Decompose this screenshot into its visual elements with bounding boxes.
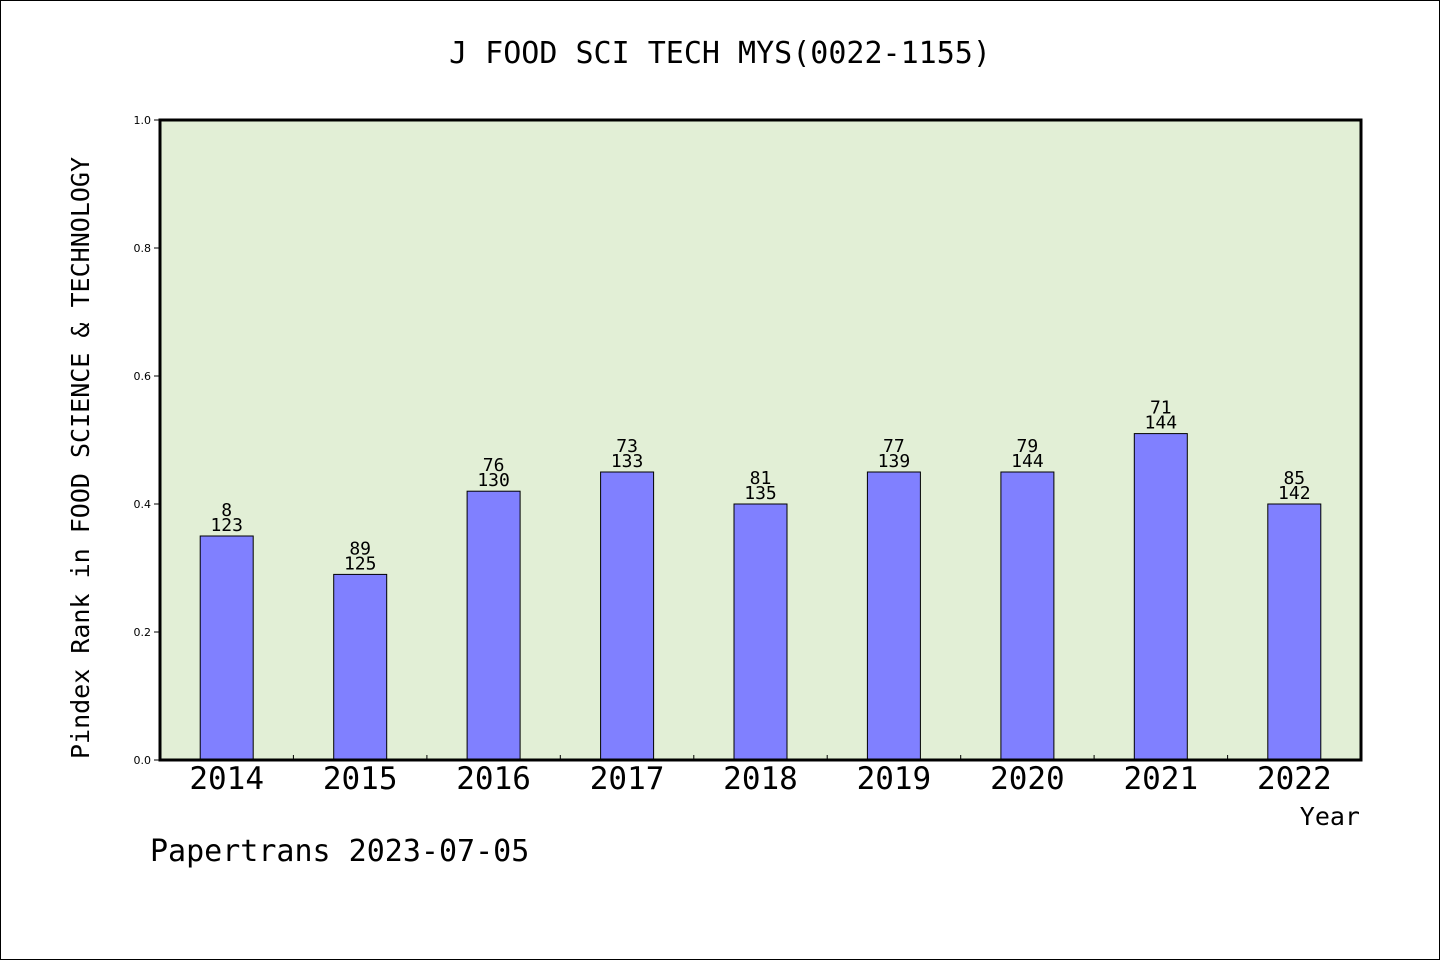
bar-2022: [1267, 503, 1322, 761]
chart-title: J FOOD SCI TECH MYS(0022-1155): [449, 36, 991, 71]
bar-2015: [333, 573, 388, 761]
y-axis: 0.0 0.2 0.4 0.6 0.8 1.0: [134, 114, 160, 767]
bar-2021: [1133, 433, 1188, 761]
x-tick-label-2014: 2014: [189, 761, 264, 797]
plot-border: [158, 118, 1363, 762]
y-tick-label: 0.8: [134, 242, 152, 255]
bar-total-label-2019: 139: [878, 451, 911, 472]
y-tick-label: 0.4: [134, 498, 152, 511]
bar-total-label-2016: 130: [477, 470, 510, 491]
bar-total-label-2020: 144: [1011, 451, 1044, 472]
bar-total-label-2018: 135: [744, 483, 777, 504]
y-tick-label: 0.0: [134, 754, 152, 767]
bar-total-label-2015: 125: [344, 553, 377, 574]
bar-total-label-2017: 133: [611, 451, 644, 472]
x-tick-label-2019: 2019: [857, 761, 932, 797]
y-tick-label: 0.6: [134, 370, 152, 383]
x-tick-label-2016: 2016: [456, 761, 531, 797]
y-tick-label: 1.0: [134, 114, 152, 127]
bar-total-label-2022: 142: [1278, 483, 1311, 504]
x-tick-label-2020: 2020: [990, 761, 1065, 797]
bar-rank-label-2021: 71: [1150, 398, 1172, 419]
bar-rank-label-2019: 77: [883, 436, 905, 457]
x-axis-label: Year: [1300, 802, 1360, 831]
bar-rank-label-2016: 76: [483, 455, 505, 476]
y-tick-label: 0.2: [134, 626, 152, 639]
bar-labels-layer: 8123891257613073133811357713979144711448…: [210, 398, 1310, 575]
bar-rank-label-2017: 73: [616, 436, 638, 457]
bars-layer: [199, 433, 1322, 761]
bar-2017: [600, 471, 655, 761]
bar-total-label-2021: 144: [1145, 413, 1178, 434]
bar-rank-label-2020: 79: [1017, 436, 1039, 457]
y-axis-label: Pindex Rank in FOOD SCIENCE & TECHNOLOGY: [66, 157, 95, 759]
bar-rank-label-2015: 89: [349, 538, 371, 559]
x-tick-label-2022: 2022: [1257, 761, 1332, 797]
x-axis: 2014 2015 2016 2017 2018 2019 2020 2021 2022: [189, 755, 1332, 797]
bar-rank-label-2018: 81: [750, 468, 772, 489]
x-tick-label-2021: 2021: [1123, 761, 1198, 797]
x-tick-label-2017: 2017: [590, 761, 665, 797]
bar-2019: [866, 471, 921, 761]
bar-rank-label-2014: 8: [221, 500, 232, 521]
bar-2014: [199, 535, 254, 761]
bar-total-label-2014: 123: [210, 515, 243, 536]
bar-rank-label-2022: 85: [1283, 468, 1305, 489]
bar-2018: [733, 503, 788, 761]
bar-2016: [466, 490, 521, 761]
x-tick-label-2018: 2018: [723, 761, 798, 797]
bar-2020: [1000, 471, 1055, 761]
watermark-text: Papertrans 2023-07-05: [150, 834, 530, 869]
x-tick-label-2015: 2015: [323, 761, 398, 797]
